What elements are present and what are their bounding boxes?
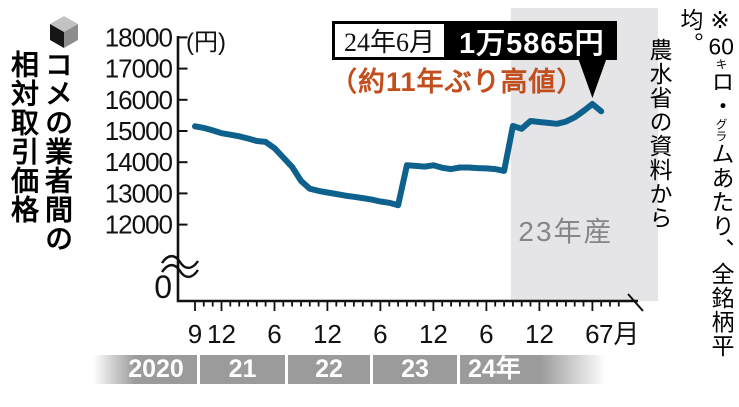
y-tick-label: 17000 [105,54,173,84]
y-axis-break [161,254,199,279]
chart-title-col-1: コメの業者間の [42,50,73,253]
x-tick-label: 12 [419,319,448,349]
y-tick-label: 16000 [105,85,173,115]
axis-end-slash [627,293,644,312]
highlight-pointer-triangle [578,59,607,98]
cube-bullet-icon [50,16,78,48]
x-tick-label: 6 [267,319,281,349]
annotation-price-box: 1万5865円 [447,21,617,60]
note-mid-2: ム [708,142,734,166]
year-band-24: 24年 [460,355,606,384]
x-tick-label: 6 [585,319,599,349]
year-band-21: 21 [200,355,285,384]
y-tick-label: 15000 [105,116,173,146]
chart-title-col-2: 相対取引価格 [8,50,39,224]
note-small-kana-2: グラ [714,118,728,142]
price-line [192,101,605,209]
y-tick-label: 18000 [105,22,173,52]
axis-lines [176,36,638,303]
x-tick-label: 12 [313,319,342,349]
x-tick-label: 6 [373,319,387,349]
source-note: ※60キロ・グラムあたり、全銘柄平均。 農水省の資料から [646,8,736,402]
year-band-2020: 2020 [93,355,197,384]
annotation-subnote: （約11年ぶり高値） [330,67,585,97]
note-small-kana-1: キ [714,58,728,70]
x-tick-label: 12 [525,319,554,349]
y-zero-label: 0 [154,269,172,305]
x-tick-label: 12 [207,319,236,349]
note-number: 60 [708,35,734,58]
year-band-22: 22 [288,355,370,384]
y-tick-label: 14000 [105,147,173,177]
y-axis-unit-label: (円) [186,29,226,56]
y-tick-label: 13000 [105,178,173,208]
y-tick-label: 12000 [105,210,173,240]
note-suffix: あたり、全銘柄平均。 [677,8,734,358]
note-prefix: ※ [708,8,734,35]
source-note-line-1: ※60キロ・グラムあたり、全銘柄平均。 [674,8,736,402]
x-tick-label: 7月 [599,319,639,349]
annotation-date-box: 24年6月 [332,21,448,60]
note-mid-1: ロ・ [708,70,734,118]
year-band-23: 23 [373,355,457,384]
chart-title: コメの業者間の 相対取引価格 [6,50,74,295]
highlight-annotation: 24年6月 1万5865円 [332,21,617,60]
source-note-line-2: 農水省の資料から [646,38,672,230]
x-tick-label: 9 [188,319,202,349]
x-tick-label: 6 [479,319,493,349]
crop-year-shade-label: 23年産 [518,216,614,247]
